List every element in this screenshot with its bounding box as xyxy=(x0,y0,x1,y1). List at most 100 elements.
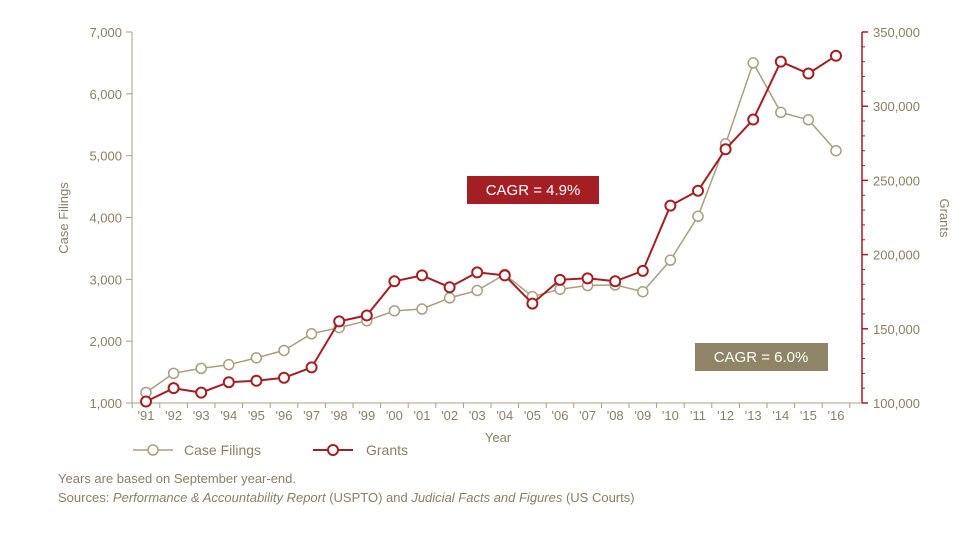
data-point-grants xyxy=(443,281,456,294)
data-point-case-filings xyxy=(278,344,290,357)
data-point-case-filings xyxy=(802,114,815,126)
footnote-year-end: Years are based on September year-end. xyxy=(58,471,297,486)
left-axis-title: Case Filings xyxy=(56,182,71,254)
data-point-grants xyxy=(719,143,732,156)
cagr-filings-annotation: CAGR = 6.0% xyxy=(695,343,828,371)
x-tick-label: '92 xyxy=(165,408,182,423)
source-uspto-report: Performance & Accountability Report xyxy=(112,490,326,505)
data-point-grants xyxy=(471,266,484,279)
left-tick-label: 4,000 xyxy=(89,211,122,226)
x-tick-label: '98 xyxy=(331,408,348,423)
x-tick-label: '96 xyxy=(276,408,293,423)
right-tick-label: 350,000 xyxy=(873,25,920,40)
data-point-grants xyxy=(802,67,815,80)
line-chart: 7,000 6,000 5,000 4,000 3,000 2,000 1,000 350,… xyxy=(56,25,952,458)
left-tick-label: 6,000 xyxy=(89,87,122,102)
data-point-grants xyxy=(609,275,622,288)
footnote-sources: Sources: Performance & Accountability Re… xyxy=(58,490,635,505)
x-tick-label: '04 xyxy=(496,408,513,423)
data-point-case-filings xyxy=(471,284,483,297)
legend-label-case-filings: Case Filings xyxy=(184,442,261,458)
data-point-grants xyxy=(416,269,428,282)
data-point-case-filings xyxy=(416,303,428,315)
data-point-grants xyxy=(664,199,677,212)
x-tick-label: '95 xyxy=(248,408,265,423)
x-tick-label: '13 xyxy=(745,408,762,423)
data-point-grants xyxy=(360,309,373,322)
source-courts-org: (US Courts) xyxy=(562,490,635,505)
x-tick-label: '99 xyxy=(358,408,375,423)
legend-item-case-filings: Case Filings xyxy=(133,442,261,458)
x-tick-label: '12 xyxy=(717,408,734,423)
data-point-grants xyxy=(140,395,152,408)
x-tick-label: '11 xyxy=(690,408,706,423)
right-tick-label: 150,000 xyxy=(873,322,920,337)
data-point-grants xyxy=(830,49,842,62)
data-point-case-filings xyxy=(664,254,677,266)
x-tick-label: '94 xyxy=(220,408,237,423)
cagr-grants-label: CAGR = 4.9% xyxy=(486,182,581,199)
data-point-grants xyxy=(747,113,760,126)
data-point-grants xyxy=(222,376,235,389)
data-point-grants xyxy=(636,264,649,277)
left-tick-label: 3,000 xyxy=(89,272,122,287)
data-point-grants xyxy=(692,184,704,197)
source-uspto-org: (USPTO) and xyxy=(325,490,412,505)
cagr-grants-box xyxy=(467,176,599,204)
data-point-grants xyxy=(195,386,208,399)
legend-item-grants: Grants xyxy=(313,442,408,458)
right-tick-label: 100,000 xyxy=(873,396,920,411)
data-point-case-filings xyxy=(830,144,842,157)
data-point-case-filings xyxy=(223,358,235,371)
x-tick-label: '91 xyxy=(138,408,155,423)
data-point-grants xyxy=(498,269,511,282)
left-tick-label: 2,000 xyxy=(89,334,122,349)
legend-label-grants: Grants xyxy=(366,442,408,458)
x-tick-label: '10 xyxy=(662,408,679,423)
data-point-case-filings xyxy=(443,292,456,304)
data-point-case-filings xyxy=(195,362,207,375)
data-point-grants xyxy=(167,382,180,395)
data-point-case-filings xyxy=(250,352,263,364)
x-tick-label: '97 xyxy=(303,408,320,423)
right-y-axis: 350,000 300,000 250,000 200,000 150,000 100,0… xyxy=(861,25,920,411)
x-tick-label: '16 xyxy=(828,408,845,423)
data-point-case-filings xyxy=(775,106,787,119)
cagr-filings-label: CAGR = 6.0% xyxy=(714,349,809,366)
right-axis-title: Grants xyxy=(937,198,952,238)
source-courts-report: Judicial Facts and Figures xyxy=(411,490,563,505)
data-point-case-filings xyxy=(692,210,704,223)
legend-marker-grants xyxy=(327,444,339,456)
data-point-grants xyxy=(278,371,290,384)
left-tick-label: 1,000 xyxy=(89,396,122,411)
legend: Case Filings Grants xyxy=(133,442,408,458)
x-axis-title: Year xyxy=(485,430,512,445)
x-axis: '91 '92 '93 '94 '95 '96 '97 '98 '99 '00 '01 '02 '03 '… xyxy=(131,402,862,423)
left-tick-label: 7,000 xyxy=(89,25,122,40)
x-tick-label: '09 xyxy=(634,408,651,423)
x-tick-label: '93 xyxy=(193,408,210,423)
left-y-axis: 7,000 6,000 5,000 4,000 3,000 2,000 1,000 xyxy=(89,25,133,411)
data-point-grants xyxy=(250,374,263,387)
sources-prefix: Sources: xyxy=(58,490,113,505)
right-tick-label: 300,000 xyxy=(873,99,920,114)
data-point-case-filings xyxy=(388,305,401,317)
x-tick-label: '02 xyxy=(441,408,458,423)
data-point-grants xyxy=(305,361,318,374)
cagr-filings-box xyxy=(695,343,828,371)
data-point-grants xyxy=(774,55,787,68)
legend-marker-case-filings xyxy=(147,444,159,456)
x-tick-label: '14 xyxy=(772,408,789,423)
data-point-grants xyxy=(581,272,594,285)
x-tick-label: '01 xyxy=(414,408,431,423)
data-point-grants xyxy=(388,275,401,288)
cagr-grants-annotation: CAGR = 4.9% xyxy=(467,176,599,204)
x-tick-label: '03 xyxy=(469,408,486,423)
data-point-case-filings xyxy=(305,327,318,340)
data-point-case-filings xyxy=(637,285,649,298)
x-tick-label: '00 xyxy=(386,408,403,423)
x-tick-label: '06 xyxy=(552,408,569,423)
right-tick-label: 200,000 xyxy=(873,248,920,263)
x-tick-label: '15 xyxy=(800,408,817,423)
right-tick-label: 250,000 xyxy=(873,173,920,188)
